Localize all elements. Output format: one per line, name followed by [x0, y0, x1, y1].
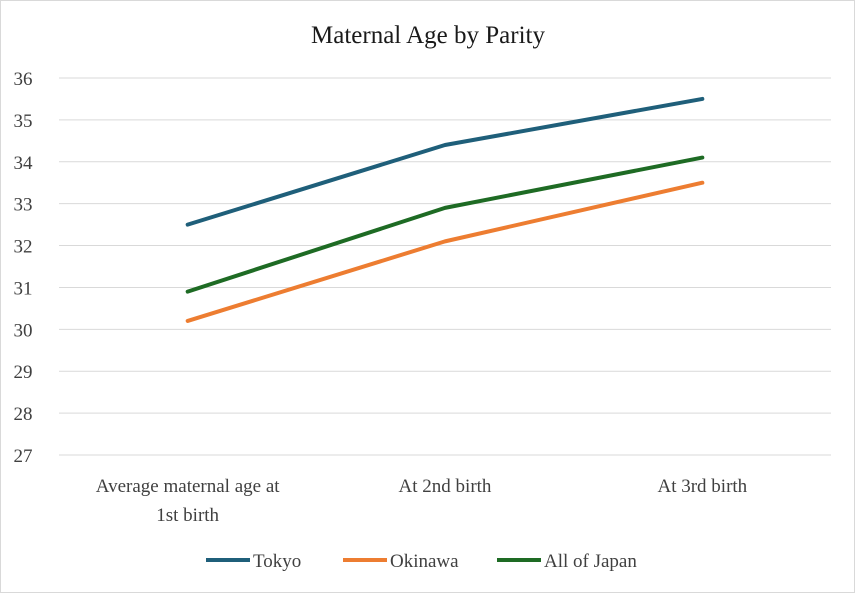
series-line-okinawa: [185, 180, 705, 323]
legend-label-tokyo: Tokyo: [253, 551, 301, 572]
x-tick-label: At 3rd birth: [657, 476, 747, 497]
y-tick-label: 28: [14, 404, 33, 425]
y-tick-label: 31: [14, 278, 33, 299]
y-tick-label: 36: [14, 69, 33, 90]
y-axis-ticks: 27 28 29 30 31 32 33 34 35 36: [14, 69, 34, 467]
x-axis-ticks: Average maternal age at 1st birth At 2nd b…: [96, 476, 748, 526]
chart-title: Maternal Age by Parity: [311, 22, 545, 49]
x-tick-label: Average maternal age at 1st birth: [96, 476, 280, 526]
y-tick-label: 35: [14, 111, 33, 132]
y-tick-label: 33: [14, 195, 33, 216]
legend-label-okinawa: Okinawa: [390, 551, 459, 572]
y-tick-label: 29: [14, 362, 33, 383]
series-lines: [185, 96, 705, 323]
series-line-tokyo: [185, 96, 705, 227]
legend-label-all-of-japan: All of Japan: [544, 551, 637, 572]
series-line-all-of-japan: [185, 155, 705, 294]
y-tick-label: 34: [14, 153, 34, 174]
gridlines: [59, 77, 831, 456]
y-tick-label: 27: [14, 446, 33, 467]
x-tick-label: At 2nd birth: [399, 476, 492, 497]
y-tick-label: 30: [14, 320, 33, 341]
y-tick-label: 32: [14, 237, 33, 258]
legend: Tokyo Okinawa All of Japan: [206, 551, 637, 572]
